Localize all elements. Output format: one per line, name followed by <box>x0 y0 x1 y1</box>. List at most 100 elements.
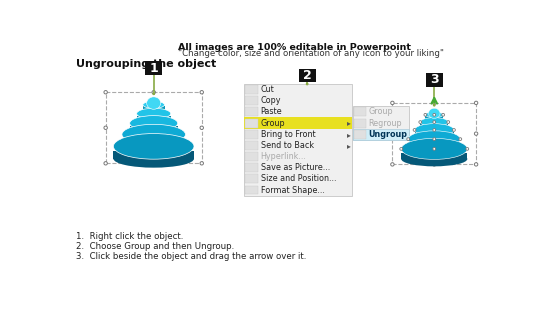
FancyBboxPatch shape <box>245 85 258 94</box>
Circle shape <box>474 101 478 105</box>
FancyBboxPatch shape <box>354 119 366 128</box>
Ellipse shape <box>143 110 165 115</box>
Circle shape <box>200 126 203 129</box>
Text: Paste: Paste <box>260 107 282 117</box>
Ellipse shape <box>420 126 448 132</box>
Ellipse shape <box>122 138 185 152</box>
Ellipse shape <box>113 134 194 159</box>
FancyBboxPatch shape <box>245 152 258 161</box>
Polygon shape <box>130 126 178 133</box>
Polygon shape <box>414 133 454 138</box>
Ellipse shape <box>401 152 467 166</box>
Text: Format Shape...: Format Shape... <box>260 186 325 195</box>
Text: 3.  Click beside the object and drag the arrow over it.: 3. Click beside the object and drag the … <box>76 252 306 261</box>
Polygon shape <box>420 124 448 129</box>
Text: 1.  Right click the object.: 1. Right click the object. <box>76 232 184 241</box>
Ellipse shape <box>130 116 178 131</box>
Circle shape <box>459 138 461 140</box>
Circle shape <box>433 113 436 116</box>
FancyBboxPatch shape <box>245 175 258 183</box>
Ellipse shape <box>122 124 185 145</box>
Circle shape <box>391 163 394 166</box>
Circle shape <box>474 163 478 166</box>
Polygon shape <box>113 152 194 159</box>
Polygon shape <box>426 116 443 121</box>
Text: Cut: Cut <box>260 85 274 94</box>
Circle shape <box>433 129 436 131</box>
Ellipse shape <box>113 150 194 168</box>
FancyBboxPatch shape <box>245 119 258 128</box>
Ellipse shape <box>426 119 443 123</box>
Circle shape <box>433 104 436 106</box>
Ellipse shape <box>143 101 165 108</box>
Circle shape <box>433 138 436 140</box>
Text: Bring to Front: Bring to Front <box>260 130 315 139</box>
Text: ▸: ▸ <box>347 141 351 150</box>
Text: Ungrouping the object: Ungrouping the object <box>76 59 217 69</box>
Ellipse shape <box>130 128 178 139</box>
Circle shape <box>200 90 203 94</box>
Text: Hyperlink...: Hyperlink... <box>260 152 306 161</box>
FancyBboxPatch shape <box>245 141 258 150</box>
Text: 2.  Choose Group and then Ungroup.: 2. Choose Group and then Ungroup. <box>76 242 235 251</box>
FancyBboxPatch shape <box>245 186 258 194</box>
FancyBboxPatch shape <box>245 107 258 116</box>
FancyBboxPatch shape <box>353 129 409 140</box>
Circle shape <box>452 129 455 131</box>
Ellipse shape <box>414 134 454 143</box>
FancyBboxPatch shape <box>426 73 443 87</box>
Circle shape <box>407 138 409 140</box>
Polygon shape <box>143 106 165 112</box>
Ellipse shape <box>408 142 460 154</box>
Text: Size and Position...: Size and Position... <box>260 175 336 183</box>
FancyBboxPatch shape <box>245 130 258 139</box>
FancyBboxPatch shape <box>145 61 162 75</box>
FancyBboxPatch shape <box>244 117 352 129</box>
Text: 3: 3 <box>430 73 438 86</box>
Ellipse shape <box>401 138 467 159</box>
FancyBboxPatch shape <box>244 84 352 196</box>
Polygon shape <box>137 116 171 122</box>
Circle shape <box>433 121 436 123</box>
FancyBboxPatch shape <box>245 163 258 172</box>
Text: Group: Group <box>260 118 285 128</box>
Circle shape <box>413 129 416 131</box>
Text: ▸: ▸ <box>347 118 351 128</box>
Text: Group: Group <box>368 107 393 117</box>
Circle shape <box>433 147 436 150</box>
Text: Ungroup: Ungroup <box>368 130 407 139</box>
Circle shape <box>391 132 394 135</box>
Circle shape <box>466 147 469 150</box>
Polygon shape <box>408 142 460 148</box>
Circle shape <box>432 163 436 166</box>
Text: Copy: Copy <box>260 96 281 105</box>
FancyBboxPatch shape <box>353 106 409 140</box>
Circle shape <box>419 121 422 123</box>
Circle shape <box>152 162 156 165</box>
Circle shape <box>152 90 156 94</box>
FancyBboxPatch shape <box>354 130 366 139</box>
FancyBboxPatch shape <box>298 69 316 83</box>
Circle shape <box>104 90 108 94</box>
Polygon shape <box>122 139 185 145</box>
Circle shape <box>424 113 427 116</box>
Ellipse shape <box>414 124 454 136</box>
Circle shape <box>432 101 436 105</box>
Text: All images are 100% editable in Powerpoint: All images are 100% editable in Powerpoi… <box>179 43 412 52</box>
Ellipse shape <box>420 117 448 127</box>
Ellipse shape <box>147 97 161 109</box>
Ellipse shape <box>428 108 440 118</box>
Text: Save as Picture...: Save as Picture... <box>260 163 330 172</box>
Ellipse shape <box>137 118 171 126</box>
Circle shape <box>400 147 403 150</box>
Circle shape <box>447 121 450 123</box>
FancyBboxPatch shape <box>354 107 366 116</box>
Circle shape <box>442 113 445 116</box>
Polygon shape <box>401 153 467 159</box>
Circle shape <box>474 132 478 135</box>
Text: Regroup: Regroup <box>368 118 402 128</box>
Ellipse shape <box>408 131 460 147</box>
Ellipse shape <box>137 108 171 119</box>
FancyBboxPatch shape <box>245 96 258 105</box>
Circle shape <box>200 162 203 165</box>
